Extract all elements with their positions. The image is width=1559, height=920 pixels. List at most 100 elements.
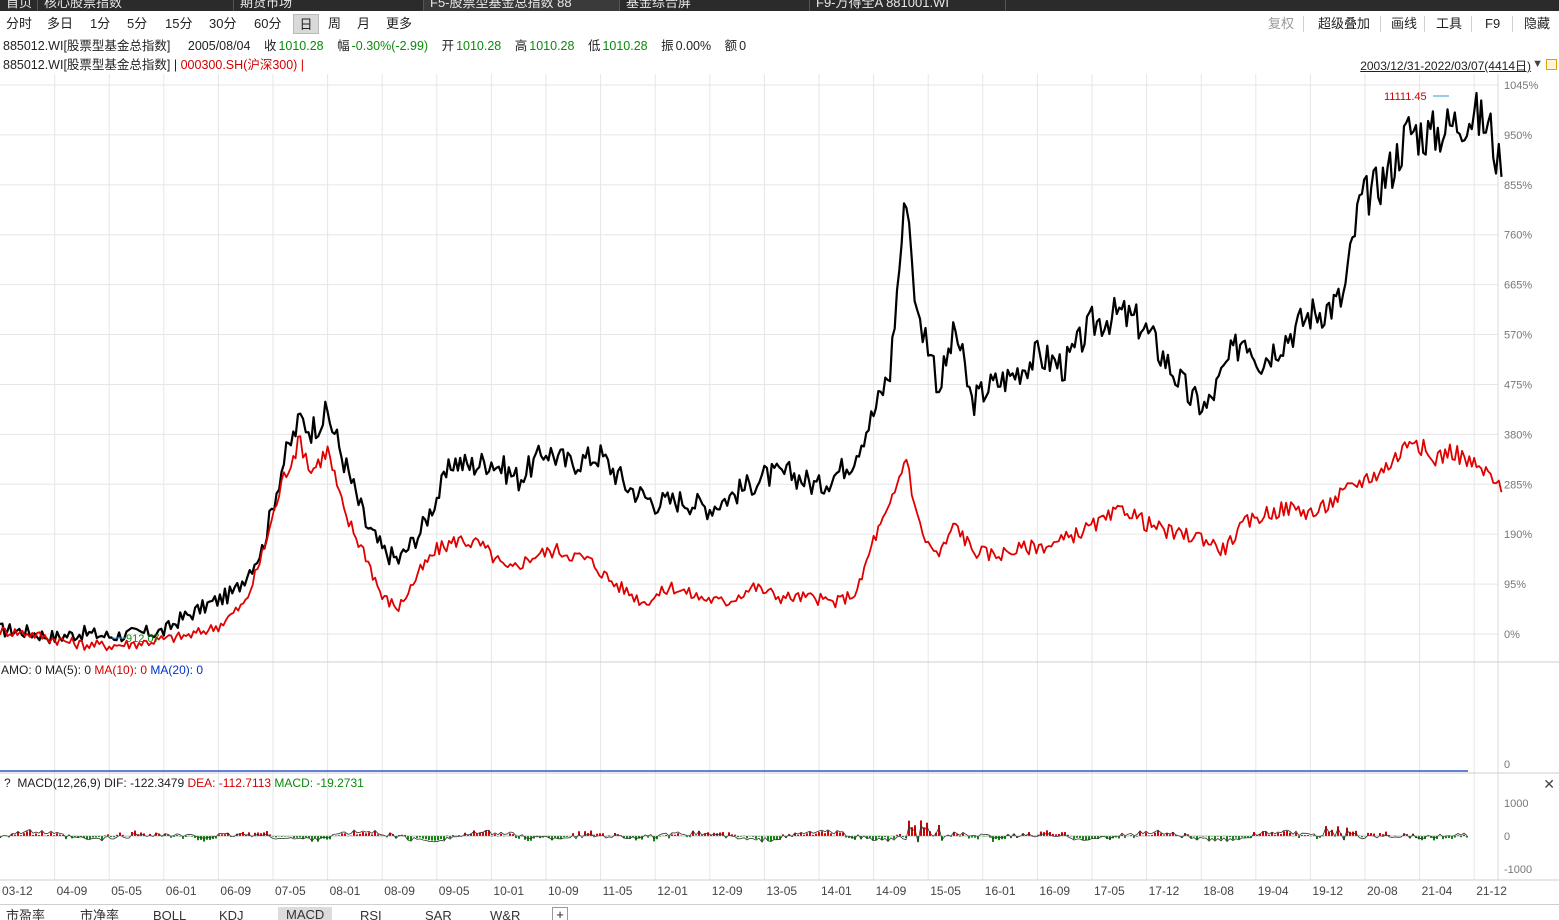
chart-grid	[0, 74, 1498, 880]
series-line-fund-index	[0, 91, 1503, 645]
x-tick-label: 19-12	[1312, 884, 1343, 898]
x-tick-label: 21-12	[1476, 884, 1507, 898]
date-range-selector[interactable]: 2003/12/31-2022/03/07(4414日)	[1360, 59, 1531, 73]
adjust-button[interactable]: 复权	[1268, 16, 1295, 31]
x-tick-label: 14-09	[876, 884, 907, 898]
tab-core-stock-index[interactable]: 核心股票指数	[38, 0, 234, 11]
y-tick-label: 95%	[1504, 579, 1526, 591]
tab-kdj[interactable]: KDJ	[219, 908, 244, 920]
period-60min[interactable]: 60分	[254, 16, 282, 31]
macd-name[interactable]: MACD(12,26,9)	[17, 776, 101, 790]
security-code: 885012.WI[股票型基金总指数]	[3, 39, 171, 53]
open-label: 开	[441, 39, 455, 53]
tools-button[interactable]: 工具	[1436, 16, 1463, 31]
x-tick-label: 08-09	[384, 884, 415, 898]
period-timeshare[interactable]: 分时	[6, 16, 33, 31]
period-day[interactable]: 日	[293, 14, 319, 34]
y-tick-label: 190%	[1504, 529, 1532, 541]
amo-ma10: MA(10): 0	[94, 663, 148, 677]
period-30min[interactable]: 30分	[209, 16, 237, 31]
tab-fund-index[interactable]: F5-股票型基金总指数 88	[424, 0, 620, 11]
draw-line-button[interactable]: 画线	[1391, 16, 1418, 31]
low-label: 低	[587, 39, 601, 53]
chart-series	[0, 91, 1503, 652]
amo-ma5: MA(5): 0	[45, 663, 92, 677]
toolbar-divider	[1512, 16, 1513, 32]
chart-axes: 1045% 950% 855% 760% 665% 570% 475% 380% 285% 190…	[0, 74, 1559, 898]
change-value: -0.30%(-2.99)	[351, 39, 429, 53]
period-toolbar: 分时 多日 1分 5分 15分 30分 60分 日 周 月 更多 复权 超级叠加…	[0, 13, 1559, 35]
add-tab-icon[interactable]: +	[552, 907, 568, 920]
period-month[interactable]: 月	[357, 16, 371, 31]
x-tick-label: 07-05	[275, 884, 306, 898]
tab-fund-screen[interactable]: 基金综合屏	[620, 0, 810, 11]
x-tick-label: 17-05	[1094, 884, 1125, 898]
change-label: 幅	[337, 39, 350, 53]
hide-button[interactable]: 隐藏	[1524, 16, 1551, 31]
macd-legend: ? MACD(12,26,9) DIF: -122.3479 DEA: -112…	[4, 776, 364, 790]
close-icon[interactable]: ✕	[1543, 776, 1555, 792]
macd-value: MACD: -19.2731	[274, 776, 364, 790]
min-value-label: 912.07	[126, 633, 160, 645]
macd-tick-label: -1000	[1504, 864, 1532, 876]
tab-sar[interactable]: SAR	[425, 908, 452, 920]
legend-compare-series[interactable]: 000300.SH(沪深300) |	[180, 58, 305, 72]
tab-pe[interactable]: 市盈率	[6, 908, 46, 920]
x-tick-label: 12-09	[712, 884, 743, 898]
amo-legend: AMO: 0 MA(5): 0 MA(10): 0 MA(20): 0	[1, 663, 203, 677]
tab-futures-market[interactable]: 期货市场	[234, 0, 424, 11]
amount-value: 0	[739, 39, 747, 53]
amo-tick-label: 0	[1504, 759, 1510, 771]
legend-main-series[interactable]: 885012.WI[股票型基金总指数] |	[3, 58, 181, 72]
macd-dif-line	[0, 823, 1468, 843]
tab-home[interactable]: 首页	[0, 0, 38, 11]
x-tick-label: 19-04	[1258, 884, 1289, 898]
y-tick-label: 665%	[1504, 280, 1532, 292]
tab-macd[interactable]: MACD	[278, 907, 333, 920]
high-label: 高	[514, 39, 528, 53]
amo-ma20: MA(20): 0	[150, 663, 204, 677]
open-value: 1010.28	[456, 39, 502, 53]
x-tick-label: 06-09	[220, 884, 251, 898]
x-tick-label: 21-04	[1422, 884, 1453, 898]
period-more[interactable]: 更多	[386, 16, 413, 31]
toolbar-divider	[1471, 16, 1472, 32]
chart-annotations: 11111.45 912.07	[112, 91, 1449, 645]
x-tick-label: 13-05	[766, 884, 797, 898]
x-tick-label: 10-01	[493, 884, 524, 898]
x-tick-label: 06-01	[166, 884, 197, 898]
tab-boll[interactable]: BOLL	[153, 908, 187, 920]
close-value: 1010.28	[278, 39, 324, 53]
period-5min[interactable]: 5分	[127, 16, 148, 31]
y-tick-label: 0%	[1504, 629, 1520, 641]
super-overlay-button[interactable]: 超级叠加	[1318, 16, 1371, 31]
x-tick-label: 12-01	[657, 884, 688, 898]
tab-rsi[interactable]: RSI	[360, 908, 382, 920]
period-1min[interactable]: 1分	[90, 16, 111, 31]
indicator-tabs: 市盈率 市净率 BOLL KDJ MACD RSI SAR W&R +	[0, 904, 1559, 920]
y-tick-label: 1045%	[1504, 80, 1538, 92]
x-tick-label: 15-05	[930, 884, 961, 898]
period-week[interactable]: 周	[328, 16, 342, 31]
x-tick-label: 10-09	[548, 884, 579, 898]
tab-wr[interactable]: W&R	[490, 908, 521, 920]
period-15min[interactable]: 15分	[165, 16, 193, 31]
dropdown-triangle-icon[interactable]: ▼	[1532, 58, 1543, 70]
x-tick-label: 11-05	[603, 884, 633, 898]
y-tick-label: 475%	[1504, 379, 1532, 391]
x-tick-label: 03-12	[2, 884, 33, 898]
period-multiday[interactable]: 多日	[47, 16, 74, 31]
chart-legend: 885012.WI[股票型基金总指数] | 000300.SH(沪深300) |	[3, 57, 304, 74]
tab-wind-a[interactable]: F9-万得全A 881001.WI	[810, 0, 1006, 11]
macd-help-icon[interactable]: ?	[4, 776, 11, 790]
toolbar-divider	[1424, 16, 1425, 32]
quote-date: 2005/08/04	[187, 39, 251, 53]
tab-pb[interactable]: 市净率	[80, 908, 120, 920]
macd-panel	[0, 820, 1468, 843]
amo-value: AMO: 0	[1, 663, 42, 677]
lock-icon[interactable]	[1546, 59, 1557, 70]
x-tick-label: 14-01	[821, 884, 852, 898]
x-tick-label: 04-09	[57, 884, 88, 898]
f9-button[interactable]: F9	[1485, 16, 1501, 31]
